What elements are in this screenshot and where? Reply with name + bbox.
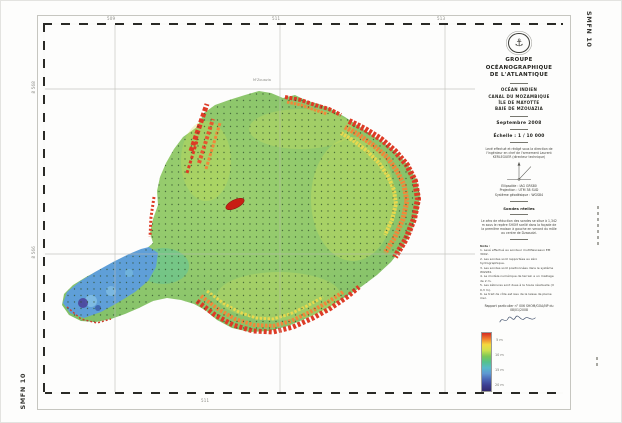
text-line: Ellipsoïde : IAG GRS80 — [501, 183, 537, 188]
graticule-label-top: 511 — [272, 16, 281, 21]
graticule-label-bottom: 511 — [201, 398, 210, 403]
text-line: 6. Le trait de côte est issu de la laiss… — [480, 292, 552, 301]
soundings-type: Sondes réelles — [503, 205, 535, 211]
frame-ticks-left — [43, 23, 45, 394]
org-line-1: GROUPE OCÉANOGRAPHIQUE — [485, 57, 553, 71]
legend-ticks: 5 m 10 m 15 m 20 m — [495, 332, 504, 392]
geodesy-block: Ellipsoïde : IAG GRS80 Projection : UTM 3… — [495, 184, 543, 198]
nota-section: Nota : 1. Levé effectué au sondeur multi… — [480, 244, 558, 301]
text-line: Système géodésique : WGS84 — [494, 193, 544, 198]
sounding-dots — [62, 91, 420, 332]
location-block: OCÉAN INDIEN CANAL DU MOZAMBIQUE ÎLE DE MA… — [488, 87, 549, 113]
survey-date: Septembre 2008 — [496, 120, 542, 126]
margin-print-mark — [597, 206, 599, 248]
divider — [510, 129, 528, 131]
text-line: ÎLE DE MAYOTTE — [498, 100, 540, 106]
nota-title: Nota : — [480, 243, 491, 248]
frame-ticks-top — [43, 23, 563, 25]
text-line: OCÉAN INDIEN — [500, 87, 538, 93]
frame-ticks-bottom — [43, 392, 563, 394]
legend-bar — [481, 332, 492, 392]
divider — [510, 142, 528, 144]
text-line: 4. Le modèle numérique de terrain a un m… — [480, 274, 554, 283]
reef-patch — [225, 197, 245, 211]
divider — [510, 239, 528, 241]
text-line: 1. Levé effectué au sondeur multifaiscea… — [480, 247, 551, 256]
text-line: BAIE DE MZOUAZIA — [494, 106, 543, 112]
declination-diagram — [507, 162, 532, 182]
text-line: Projection : UTM 38 SUD — [499, 188, 539, 193]
text-line: 3. Les sondes sont positionnées dans le … — [480, 265, 554, 274]
text-line: CANAL DU MOZAMBIQUE — [488, 93, 550, 99]
signature — [499, 315, 536, 323]
graticule-label-top: 513 — [437, 16, 446, 21]
text-line: 5. Les zébrures sont dues à la houle rés… — [480, 283, 555, 292]
divider — [510, 116, 528, 118]
notes-list: 1. Levé effectué au sondeur multifaiscea… — [480, 248, 558, 301]
legend-tick-label: 5 m — [496, 337, 503, 342]
graticule-label-top: 509 — [107, 16, 116, 21]
sheet-code-top-right: SMFN 10 — [585, 11, 593, 48]
chart-datum-note: Le zéro de réduction des sondes se situe… — [481, 218, 557, 236]
shallow-fringe — [195, 285, 361, 335]
legend-tick-label: 20 m — [495, 382, 504, 387]
organisation-name: GROUPE OCÉANOGRAPHIQUE DE L'ATLANTIQUE — [475, 57, 563, 79]
report-reference: Rapport particulier n° 006 SHOM/GOA/NP d… — [484, 304, 554, 313]
anchor-emblem-icon: ⚓ — [508, 33, 530, 54]
divider — [510, 201, 528, 203]
text-line: 2. Les sondes sont rapportées au zéro hy… — [480, 256, 538, 265]
direction-note: Levé effectué et rédigé sous la directio… — [485, 146, 553, 160]
title-block: ⚓ GROUPE OCÉANOGRAPHIQUE DE L'ATLANTIQUE… — [475, 25, 563, 392]
divider — [510, 82, 528, 84]
outer-neatline — [37, 15, 571, 410]
legend-tick-label: 15 m — [495, 367, 504, 372]
place-label: M'Zouazia — [253, 78, 271, 82]
org-line-2: DE L'ATLANTIQUE — [489, 71, 549, 78]
legend-tick-label: 10 m — [495, 352, 504, 357]
depth-legend: 5 m 10 m 15 m 20 m — [481, 332, 504, 392]
shallow-fringe — [148, 196, 156, 238]
divider — [510, 214, 528, 216]
margin-print-mark — [596, 357, 598, 369]
map-scale: Échelle : 1 / 10 000 — [493, 133, 545, 139]
